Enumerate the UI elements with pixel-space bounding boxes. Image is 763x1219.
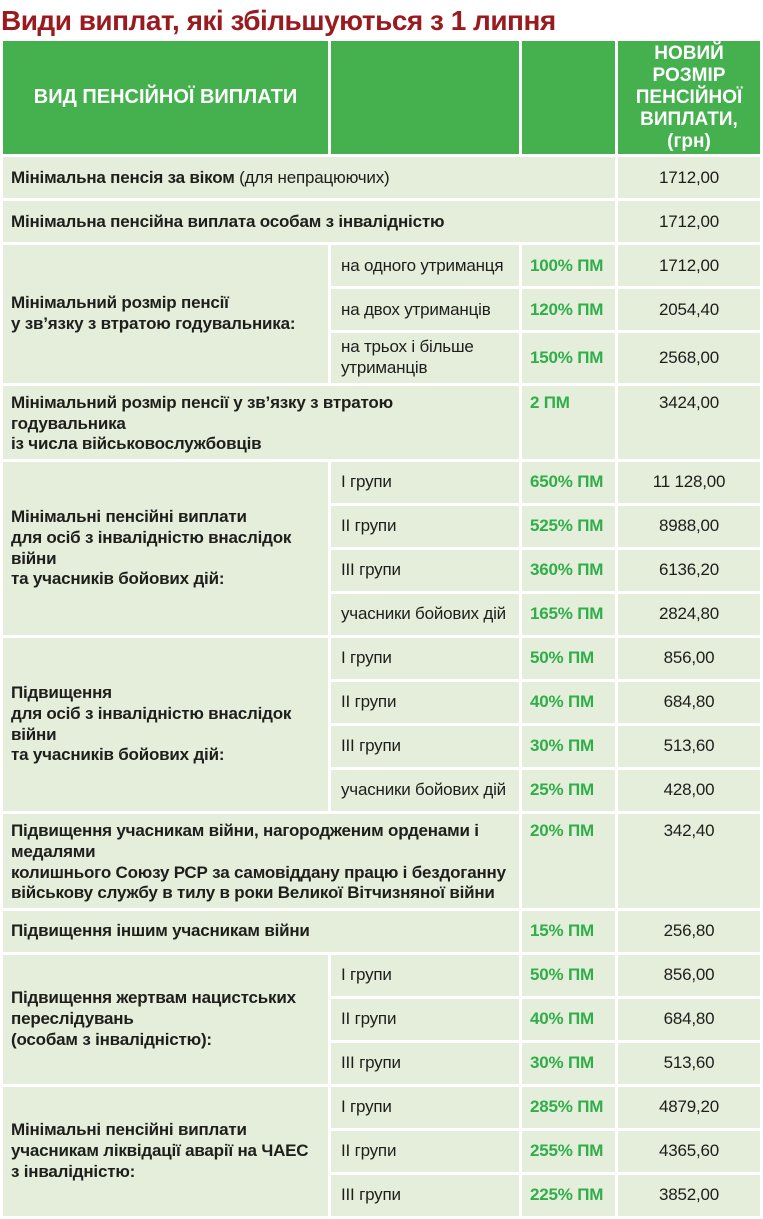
value-cell: 3852,00 xyxy=(618,1175,760,1217)
table-row: Підвищення жертвам нацистських пересліду… xyxy=(3,955,760,1085)
table-row: учасники бойових дій 25% ПМ 428,00 xyxy=(3,770,760,812)
value-cell: 856,00 xyxy=(618,638,760,680)
table-row: Мінімальний розмір пенсії у зв’язку з вт… xyxy=(3,385,760,460)
percent-cell: 525% ПМ xyxy=(522,506,615,548)
sublabel-cell: ІІ групи xyxy=(331,999,519,1041)
value-cell: 2824,80 xyxy=(618,594,760,636)
value-cell: 3424,00 xyxy=(618,385,760,460)
value-cell: 856,00 xyxy=(618,955,760,997)
value-cell: 684,80 xyxy=(618,682,760,724)
group-label-cell: Мінімальні пенсійні виплати учасникам лі… xyxy=(3,1087,328,1217)
sublabel-cell: І групи xyxy=(331,638,519,680)
sublabel-cell: ІІІ групи xyxy=(331,550,519,592)
row-label-cell: Мінімальний розмір пенсії у зв’язку з вт… xyxy=(3,385,519,460)
group-label-cell: Підвищення жертвам нацистських пересліду… xyxy=(3,955,328,1085)
sublabel-cell: на трьох і більше утриманців xyxy=(331,333,519,383)
header-spacer-2 xyxy=(522,41,615,155)
table-row: Підвищення для осіб з інвалідністю внасл… xyxy=(3,638,760,812)
value-cell: 256,80 xyxy=(618,911,760,953)
sublabel-cell: І групи xyxy=(331,955,519,997)
sublabel-cell: на двох утриманців xyxy=(331,289,519,331)
table-row: ІІ групи 525% ПМ 8988,00 xyxy=(3,506,760,548)
row-label-cell: Підвищення учасникам війни, нагородженим… xyxy=(3,814,519,909)
value-cell: 1712,00 xyxy=(618,201,760,243)
value-cell: 11 128,00 xyxy=(618,462,760,504)
value-cell: 2054,40 xyxy=(618,289,760,331)
table-row: Підвищення іншим учасникам війни 15% ПМ 25… xyxy=(3,911,760,953)
percent-cell: 650% ПМ xyxy=(522,462,615,504)
value-cell: 4365,60 xyxy=(618,1131,760,1173)
value-cell: 684,80 xyxy=(618,999,760,1041)
header-spacer-1 xyxy=(331,41,519,155)
table-row: Мінімальний розмір пенсії у зв’язку з вт… xyxy=(3,245,760,383)
sublabel-cell: ІІІ групи xyxy=(331,726,519,768)
value-cell: 1712,00 xyxy=(618,157,760,199)
row-label: Мінімальна пенсія за віком xyxy=(11,167,235,187)
payments-table: ВИД ПЕНСІЙНОЇ ВИПЛАТИ НОВИЙ РОЗМІР ПЕНСІ… xyxy=(0,38,763,1219)
table-row: Мінімальні пенсійні виплати для осіб з і… xyxy=(3,462,760,636)
table-row: на трьох і більше утриманців 150% ПМ 2568,… xyxy=(3,333,760,383)
sublabel-cell: І групи xyxy=(331,1087,519,1129)
percent-cell: 15% ПМ xyxy=(522,911,615,953)
percent-cell: 150% ПМ xyxy=(522,333,615,383)
percent-cell: 255% ПМ xyxy=(522,1131,615,1173)
percent-cell: 30% ПМ xyxy=(522,726,615,768)
sublabel-cell: І групи xyxy=(331,462,519,504)
page-title: Види виплат, які збільшуються з 1 липня xyxy=(1,5,556,36)
table-row: ІІІ групи 30% ПМ 513,60 xyxy=(3,726,760,768)
table-row: на двох утриманців 120% ПМ 2054,40 xyxy=(3,289,760,331)
sublabel-cell: ІІІ групи xyxy=(331,1043,519,1085)
sublabel-cell: ІІ групи xyxy=(331,682,519,724)
sublabel-cell: ІІ групи xyxy=(331,506,519,548)
percent-cell: 100% ПМ xyxy=(522,245,615,287)
sublabel-cell: ІІІ групи xyxy=(331,1175,519,1217)
sublabel-cell: ІІ групи xyxy=(331,1131,519,1173)
group-label-cell: Підвищення для осіб з інвалідністю внасл… xyxy=(3,638,328,812)
table-row: Мінімальна пенсійна виплата особам з інв… xyxy=(3,201,760,243)
percent-cell: 50% ПМ xyxy=(522,638,615,680)
header-row: ВИД ПЕНСІЙНОЇ ВИПЛАТИ НОВИЙ РОЗМІР ПЕНСІ… xyxy=(3,41,760,155)
table-header: ВИД ПЕНСІЙНОЇ ВИПЛАТИ НОВИЙ РОЗМІР ПЕНСІ… xyxy=(3,41,760,155)
table-row: ІІІ групи 360% ПМ 6136,20 xyxy=(3,550,760,592)
percent-cell: 285% ПМ xyxy=(522,1087,615,1129)
group-label-cell: Мінімальний розмір пенсії у зв’язку з вт… xyxy=(3,245,328,383)
percent-cell: 165% ПМ xyxy=(522,594,615,636)
sublabel-cell: на одного утриманця xyxy=(331,245,519,287)
table-row: ІІ групи 40% ПМ 684,80 xyxy=(3,682,760,724)
percent-cell: 120% ПМ xyxy=(522,289,615,331)
value-cell: 2568,00 xyxy=(618,333,760,383)
table-row: Мінімальні пенсійні виплати учасникам лі… xyxy=(3,1087,760,1217)
value-cell: 513,60 xyxy=(618,726,760,768)
percent-cell: 225% ПМ xyxy=(522,1175,615,1217)
value-cell: 1712,00 xyxy=(618,245,760,287)
row-label-cell: Підвищення іншим учасникам війни xyxy=(3,911,519,953)
value-cell: 4879,20 xyxy=(618,1087,760,1129)
percent-cell: 40% ПМ xyxy=(522,682,615,724)
value-cell: 513,60 xyxy=(618,1043,760,1085)
group-label-cell: Мінімальні пенсійні виплати для осіб з і… xyxy=(3,462,328,636)
percent-cell: 360% ПМ xyxy=(522,550,615,592)
sublabel-cell: учасники бойових дій xyxy=(331,770,519,812)
percent-cell: 40% ПМ xyxy=(522,999,615,1041)
table-body: Мінімальна пенсія за віком (для непрацюю… xyxy=(3,157,760,1217)
table-row: учасники бойових дій 165% ПМ 2824,80 xyxy=(3,594,760,636)
header-amount-column: НОВИЙ РОЗМІР ПЕНСІЙНОЇ ВИПЛАТИ, (грн) xyxy=(618,41,760,155)
row-label-note: (для непрацюючих) xyxy=(239,167,390,187)
row-label: Мінімальна пенсійна виплата особам з інв… xyxy=(11,211,445,231)
table-row: Підвищення учасникам війни, нагородженим… xyxy=(3,814,760,909)
sublabel-cell: учасники бойових дій xyxy=(331,594,519,636)
percent-cell: 50% ПМ xyxy=(522,955,615,997)
value-cell: 6136,20 xyxy=(618,550,760,592)
value-cell: 428,00 xyxy=(618,770,760,812)
value-cell: 8988,00 xyxy=(618,506,760,548)
percent-cell: 20% ПМ xyxy=(522,814,615,909)
table-row: Мінімальна пенсія за віком (для непрацюю… xyxy=(3,157,760,199)
row-label-cell: Мінімальна пенсійна виплата особам з інв… xyxy=(3,201,615,243)
header-type-column: ВИД ПЕНСІЙНОЇ ВИПЛАТИ xyxy=(3,41,328,155)
row-label-cell: Мінімальна пенсія за віком (для непрацюю… xyxy=(3,157,615,199)
percent-cell: 25% ПМ xyxy=(522,770,615,812)
value-cell: 342,40 xyxy=(618,814,760,909)
percent-cell: 30% ПМ xyxy=(522,1043,615,1085)
percent-cell: 2 ПМ xyxy=(522,385,615,460)
